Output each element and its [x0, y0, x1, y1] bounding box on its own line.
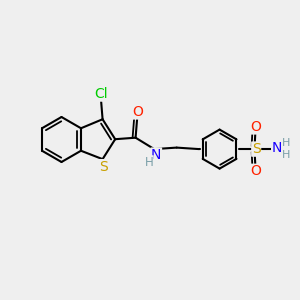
Text: S: S — [252, 142, 261, 156]
Text: N: N — [151, 148, 161, 162]
Text: O: O — [251, 120, 262, 134]
Text: S: S — [99, 160, 108, 174]
Text: H: H — [282, 150, 290, 160]
Text: Cl: Cl — [94, 87, 108, 101]
Text: O: O — [133, 105, 143, 119]
Text: N: N — [272, 141, 282, 154]
Text: H: H — [282, 137, 290, 148]
Text: H: H — [144, 156, 153, 169]
Text: O: O — [251, 164, 262, 178]
